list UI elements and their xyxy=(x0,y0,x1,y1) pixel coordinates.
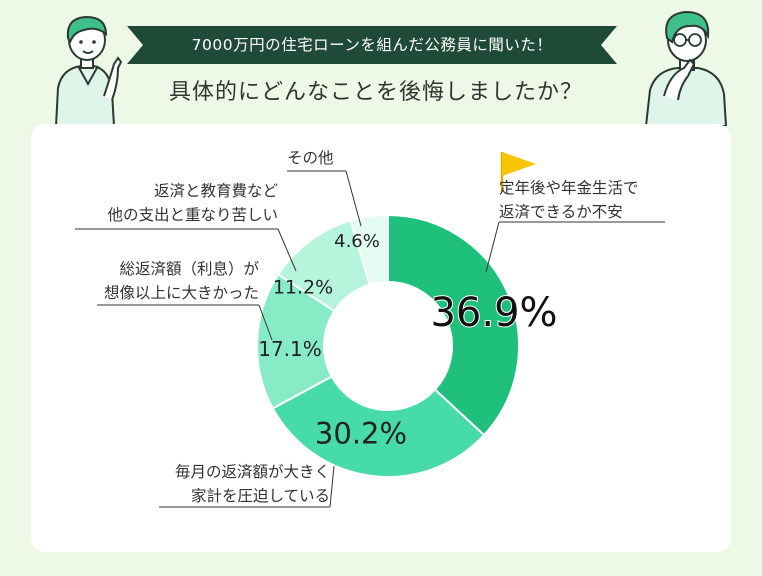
category-label-line: 想像以上に大きかった xyxy=(103,284,259,302)
leader-tick xyxy=(258,304,273,341)
category-label-line: 返済できるか不安 xyxy=(499,203,623,221)
category-label-line: その他 xyxy=(287,149,334,167)
category-label: 定年後や年金生活で 返済できるか不安 xyxy=(499,176,639,224)
survey-question: 具体的にどんなことを後悔しましたか？ xyxy=(168,80,583,105)
category-label: 返済と教育費など他の支出と重なり苦しい xyxy=(107,179,278,227)
leader-tick xyxy=(277,228,297,272)
donut-chart xyxy=(75,152,665,508)
percent-label: 11.2% xyxy=(272,276,334,299)
slice-other xyxy=(349,213,389,286)
leader-tick xyxy=(329,465,335,508)
percent-label: 36.9% xyxy=(429,290,558,336)
category-label-line: 定年後や年金生活で xyxy=(499,179,639,197)
category-label-line: 家計を圧迫している xyxy=(190,487,330,505)
percent-label: 4.6% xyxy=(334,231,380,252)
leader-tick xyxy=(485,221,500,273)
banner-text: 7000万円の住宅ローンを組んだ公務員に聞いた！ xyxy=(191,36,553,54)
pointing-person-icon xyxy=(54,15,123,126)
chart-card: 定年後や年金生活で 返済できるか不安 36.9% 毎月の返済額が大きく家計を圧迫してい… xyxy=(31,124,731,552)
category-label-line: 他の支出と重なり苦しい xyxy=(107,206,278,224)
percent-label: 30.2% xyxy=(314,416,408,451)
category-label: 毎月の返済額が大きく家計を圧迫している xyxy=(175,460,330,508)
leader-tick xyxy=(345,170,362,227)
survey-banner: 7000万円の住宅ローンを組んだ公務員に聞いた！ xyxy=(127,26,617,64)
category-label-line: 毎月の返済額が大きく xyxy=(174,463,330,481)
slice-monthly-burden xyxy=(271,375,486,478)
percent-label: 17.1% xyxy=(258,337,322,361)
category-label-line: 総返済額（利息）が xyxy=(119,260,259,278)
category-label: 総返済額（利息）が想像以上に大きかった xyxy=(104,257,259,305)
flag-icon xyxy=(500,152,536,192)
thinking-person-icon xyxy=(644,10,728,126)
category-label-line: 返済と教育費など xyxy=(153,182,278,200)
category-label: その他 xyxy=(287,146,334,170)
